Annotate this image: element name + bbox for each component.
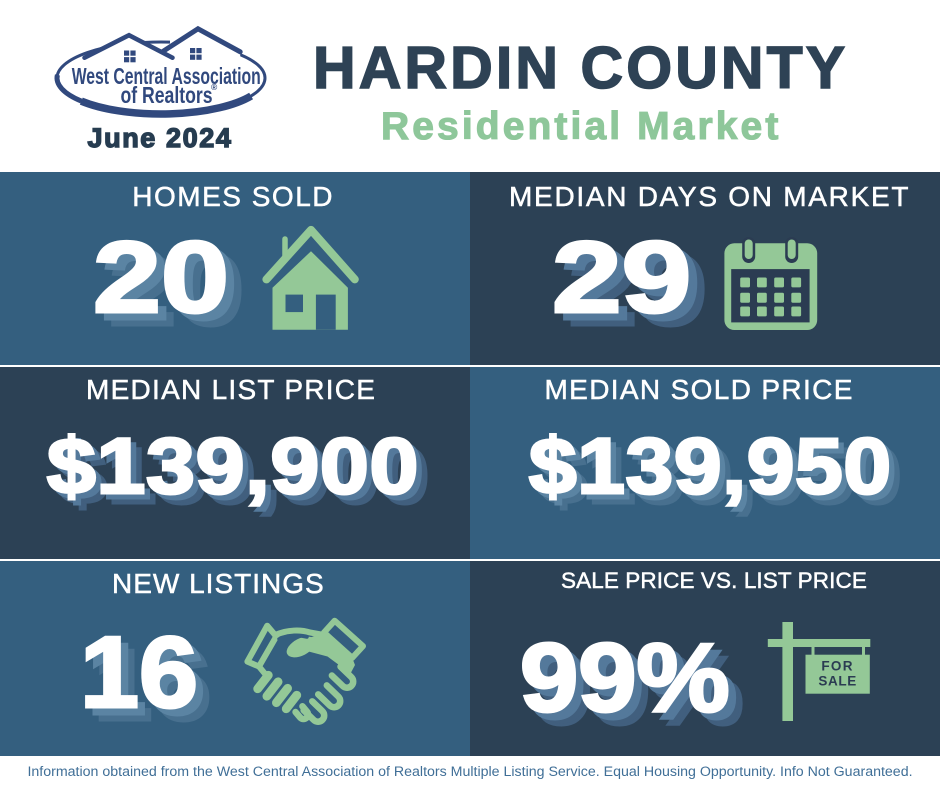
svg-text:FOR: FOR (821, 659, 853, 674)
svg-text:®: ® (211, 82, 218, 92)
svg-text:of Realtors: of Realtors (120, 83, 212, 109)
svg-text:SALE: SALE (818, 674, 856, 689)
svg-text:West Central Association: West Central Association (72, 64, 261, 90)
